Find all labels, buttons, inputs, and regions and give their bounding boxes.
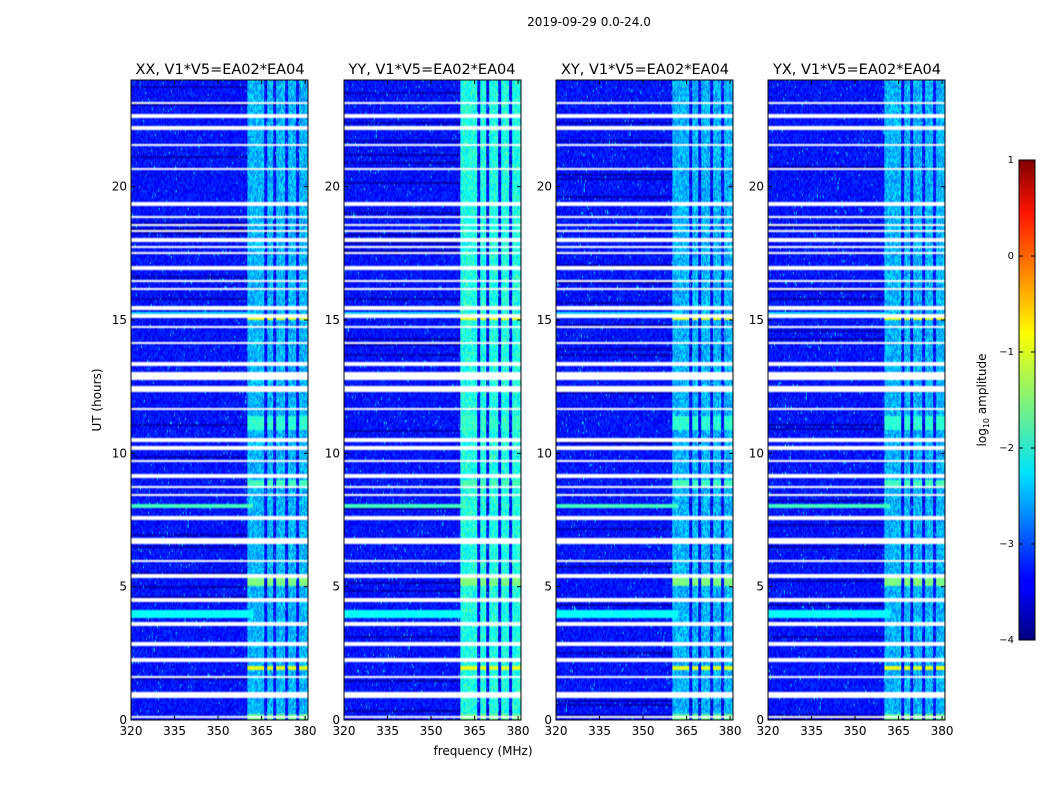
x-tick-label: 320: [545, 724, 568, 738]
panel-xy: XY, V1*V5=EA02*EA04 320 335 350 365 380 0 5 10…: [537, 62, 742, 738]
y-tick-label: 0: [544, 713, 552, 727]
panel-title: YY, V1*V5=EA02*EA04: [348, 62, 516, 78]
colorbar-tick-label: −3: [999, 539, 1014, 550]
spectrogram-image-yy: [344, 80, 521, 720]
y-tick-label: 10: [112, 446, 127, 460]
panel-title: XY, V1*V5=EA02*EA04: [561, 62, 729, 78]
y-tick-label: 5: [332, 580, 340, 594]
y-ticks: 0 5 10 15 20: [325, 180, 521, 727]
spectrogram-image-yx: [768, 80, 945, 720]
colorbar-tick-label: −2: [999, 443, 1014, 454]
colorbar-tick-label: 1: [1008, 155, 1014, 166]
x-tick-label: 320: [333, 724, 356, 738]
spectrogram-image-xx: [131, 80, 308, 720]
y-ticks: 0 5 10 15 20: [749, 180, 945, 727]
x-axis-label: frequency (MHz): [433, 744, 532, 758]
y-tick-label: 20: [112, 180, 127, 194]
y-tick-label: 10: [749, 446, 764, 460]
axes-frame: [555, 79, 734, 721]
panel-title: XX, V1*V5=EA02*EA04: [135, 62, 304, 78]
y-tick-label: 15: [112, 313, 127, 327]
x-tick-label: 380: [719, 724, 742, 738]
y-tick-label: 15: [325, 313, 340, 327]
colorbar-gradient: [1018, 159, 1036, 641]
y-tick-label: 0: [332, 713, 340, 727]
y-tick-label: 20: [537, 180, 552, 194]
y-tick-label: 0: [756, 713, 764, 727]
y-tick-label: 5: [544, 580, 552, 594]
x-tick-label: 380: [294, 724, 317, 738]
y-tick-label: 5: [756, 580, 764, 594]
y-tick-label: 15: [749, 313, 764, 327]
y-tick-label: 20: [325, 180, 340, 194]
x-tick-label: 380: [931, 724, 954, 738]
x-tick-label: 320: [757, 724, 780, 738]
x-tick-label: 365: [250, 724, 273, 738]
x-tick-label: 335: [800, 724, 823, 738]
x-tick-label: 350: [420, 724, 443, 738]
y-ticks: 0 5 10 15 20: [112, 180, 308, 727]
x-tick-label: 365: [463, 724, 486, 738]
spectrogram-image-xy: [556, 80, 733, 720]
x-tick-label: 335: [376, 724, 399, 738]
y-ticks: 0 5 10 15 20: [537, 180, 733, 727]
colorbar-tick-label: −4: [999, 635, 1014, 646]
x-tick-label: 320: [120, 724, 143, 738]
axes-frame: [130, 79, 309, 721]
colorbar-label: log10 amplitude: [975, 354, 991, 447]
axes-frame: [343, 79, 522, 721]
colorbar-tick-label: −1: [999, 347, 1014, 358]
y-tick-label: 20: [749, 180, 764, 194]
x-tick-label: 335: [163, 724, 186, 738]
panel-yx: YX, V1*V5=EA02*EA04 320 335 350 365 380 0 5 10…: [749, 62, 954, 738]
y-tick-label: 10: [537, 446, 552, 460]
axes-frame: [767, 79, 946, 721]
y-axis-label: UT (hours): [90, 368, 104, 431]
x-ticks: 320 335 350 365 380: [120, 80, 317, 738]
x-tick-label: 380: [507, 724, 530, 738]
y-tick-label: 10: [325, 446, 340, 460]
figure-suptitle: 2019-09-29 0.0-24.0: [527, 15, 651, 29]
y-tick-label: 5: [119, 580, 127, 594]
colorbar: −4 −3 −2 −1 0 1 log10 amplitude: [975, 155, 1036, 646]
x-tick-label: 350: [207, 724, 230, 738]
colorbar-ticks: −4 −3 −2 −1 0 1: [999, 155, 1035, 646]
x-tick-label: 365: [887, 724, 910, 738]
y-tick-label: 15: [537, 313, 552, 327]
x-tick-label: 335: [588, 724, 611, 738]
x-ticks: 320 335 350 365 380: [757, 80, 954, 738]
x-tick-label: 350: [632, 724, 655, 738]
x-tick-label: 350: [844, 724, 867, 738]
x-ticks: 320 335 350 365 380: [333, 80, 530, 738]
colorbar-tick-label: 0: [1008, 251, 1014, 262]
y-tick-label: 0: [119, 713, 127, 727]
panel-xx: XX, V1*V5=EA02*EA04 320 335 350 365 380 0 5 10…: [112, 62, 317, 738]
x-tick-label: 365: [675, 724, 698, 738]
x-ticks: 320 335 350 365 380: [545, 80, 742, 738]
panel-title: YX, V1*V5=EA02*EA04: [772, 62, 941, 78]
panel-yy: YY, V1*V5=EA02*EA04 320 335 350 365 380 0 5 10…: [325, 62, 530, 738]
